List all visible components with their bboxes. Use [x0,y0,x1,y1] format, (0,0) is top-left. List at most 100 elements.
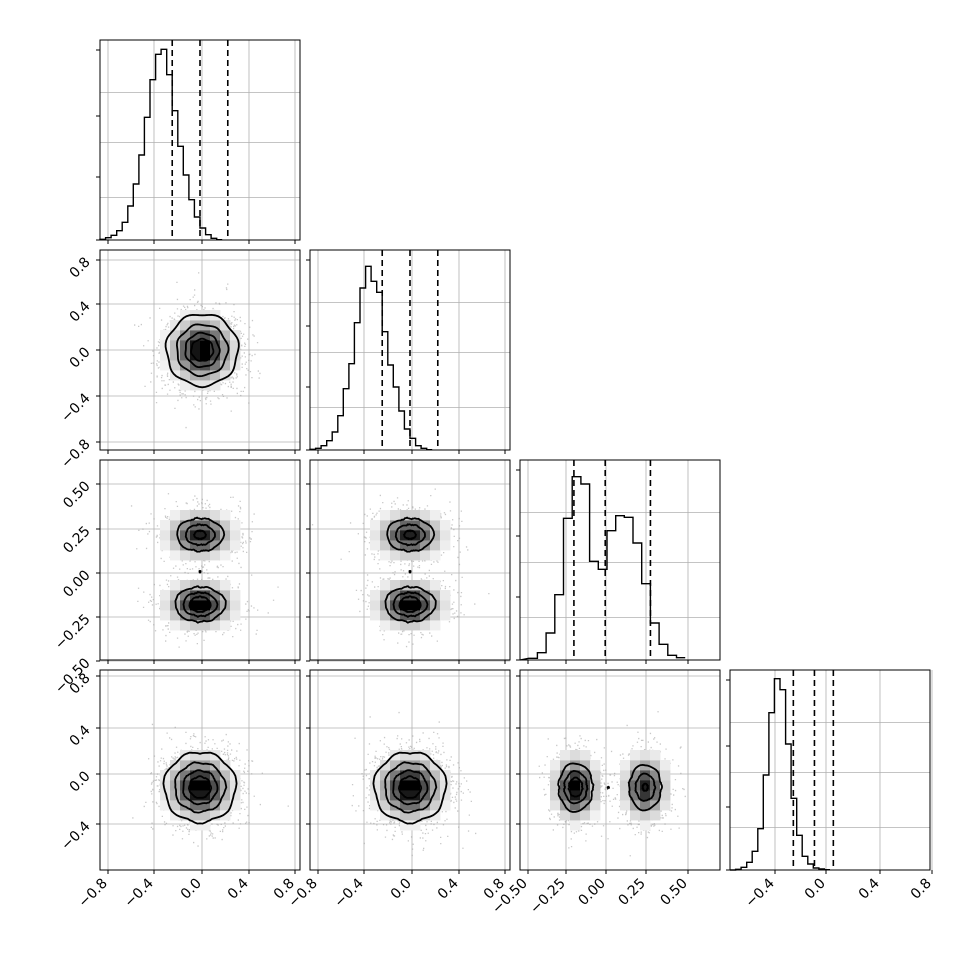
pair-3-density-cell [200,800,211,811]
pair-5-frame [519,669,721,871]
pair-4-density-cell [440,790,451,801]
pair-5-density-cell [590,760,601,771]
xtick-label-col2: −0.25 [527,876,569,918]
pair-3-density-cell [200,750,211,761]
pair-4-density-cell [380,760,391,771]
pair-1-density-cell [230,600,241,611]
pair-1-density-cell [200,620,211,631]
hist-0-bars [99,48,223,241]
pair-4-density-cell [400,790,411,801]
pair-2-density-cell [400,550,411,561]
pair-5-density-cell [550,780,561,791]
pair-2-density-cell [400,540,411,551]
pair-3-density-cell [170,810,181,821]
pair-2-density-cell [420,550,431,561]
pair-5-density-cell [660,800,671,811]
pair-1-contour-2-0 [184,523,216,547]
ytick-label-row1: 0.4 [67,298,94,325]
pair-1-density-cell [180,510,191,521]
pair-2-density-cell [430,610,441,621]
pair-0-contour-2-0 [184,331,221,369]
pair-2-contour-3-0 [402,529,418,541]
pair-1-density-cell [180,550,191,561]
pair-2-contour-1-0 [386,516,436,553]
pair-5-density-cell [630,750,641,761]
pair-2-density-cell [390,550,401,561]
hist-2-bars [519,476,686,661]
pair-5-density-cell [590,780,601,791]
pair-1-density-cell [210,600,221,611]
pair-0-density-cell [170,360,181,371]
xtick-label-col2: 0.50 [657,876,690,909]
pair-3-density-cell [220,760,231,771]
pair-3-density-cell [190,810,201,821]
pair-2-density-cell [440,600,451,611]
pair-5-density-cell [620,770,631,781]
pair-2-density-cell [400,580,411,591]
pair-3-density-cell [160,800,171,811]
pair-4-density-cell [370,780,381,791]
pair-1-contour-3-0 [192,529,208,541]
pair-4-contour-3-0 [397,775,423,799]
pair-3-density-cell [160,790,171,801]
pair-0-density-cell [190,350,201,361]
pair-5-density-cell [630,760,641,771]
pair-3-density-cell [210,810,221,821]
pair-5-density-cell [560,750,571,761]
pair-5-density-cell [570,800,581,811]
pair-2-density-cell [410,550,421,561]
pair-5-density-cell [660,780,671,791]
pair-2-density-cell [380,510,391,521]
pair-4-density-cell [420,770,431,781]
pair-2-density-cell [410,580,421,591]
pair-1-density-cell [170,620,181,631]
pair-2-density-cell [370,600,381,611]
pair-1-density-cell [210,510,221,521]
pair-1-density-cell [200,580,211,591]
pair-1-density-cell [190,550,201,561]
pair-1-density-cell [170,520,181,531]
pair-5-density-cell [560,760,571,771]
pair-5-contour-0-0 [606,785,610,791]
pair-5-density-cell [650,810,661,821]
pair-5-density-cell [550,770,561,781]
ytick-label-row2: 0.50 [60,478,93,511]
pair-2-density-cell [430,520,441,531]
pair-4-density-cell [430,800,441,811]
pair-5-density-cell [570,810,581,821]
pair-5-density-cell [640,770,651,781]
pair-3-density-cell [200,820,211,831]
ytick-label-row1: 0.8 [67,254,94,281]
pair-4-density-cell [440,780,451,791]
pair-0-contour-0-0 [164,313,240,389]
xtick-label-col0: −0.4 [121,875,156,910]
pair-0-density-cell [160,350,171,361]
pair-2-density-cell [430,590,441,601]
xtick-label-col0: 0.4 [225,875,252,902]
pair-1-density-cell [220,610,231,621]
pair-3-density-cell [200,760,211,771]
pair-5-density-cell [640,810,651,821]
pair-3-density-cell [180,770,191,781]
pair-5-density-cell [590,800,601,811]
pair-1-density-cell [160,590,171,601]
pair-1-density-cell [180,590,191,601]
pair-1-density-cell [210,520,221,531]
pair-5-density-cell [650,750,661,761]
hist-1-frame [309,249,511,451]
pair-5-density-cell [660,790,671,801]
pair-0-density-cell [230,350,241,361]
pair-4-frame [309,669,511,871]
pair-3-density-cell [200,770,211,781]
xtick-label-col1: 0.0 [388,876,415,903]
pair-5-contour-1-0 [557,762,595,813]
hist-1-bars [309,265,433,451]
pair-1-density-cell [210,590,221,601]
xtick-label-col2: 0.00 [575,876,608,909]
pair-2-contour-0-0 [408,570,412,574]
pair-0-density-cell [180,330,191,341]
pair-3-density-cell [210,770,221,781]
pair-4-density-cell [370,800,381,811]
pair-0-density-cell [170,350,181,361]
